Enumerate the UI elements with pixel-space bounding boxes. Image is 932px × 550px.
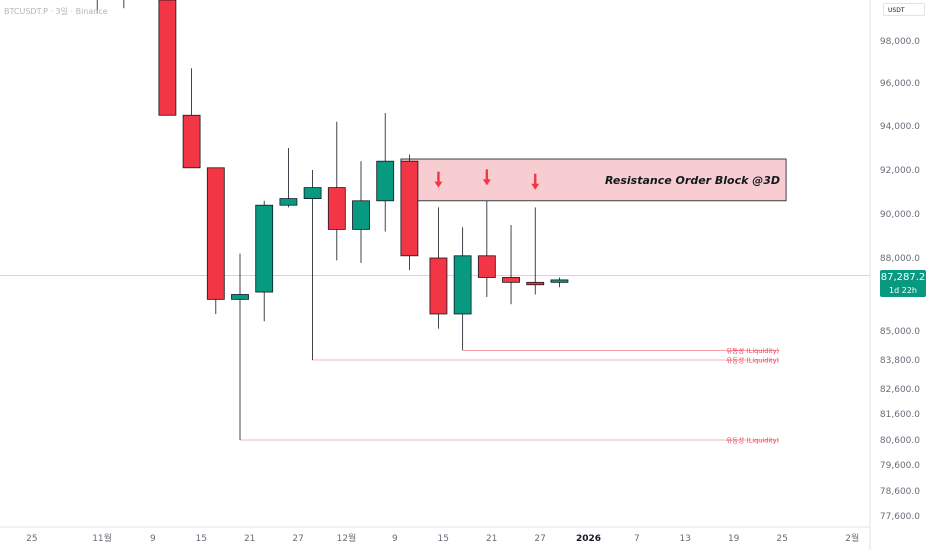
y-tick-label: 77,600.0 <box>880 512 920 522</box>
y-tick-label: 83,800.0 <box>880 356 920 366</box>
y-tick-label: 79,600.0 <box>880 461 920 471</box>
resistance-zone-layer: Resistance Order Block @3D <box>400 158 787 202</box>
symbol-legend[interactable]: BTCUSDT.P · 3일 · Binance <box>4 7 108 16</box>
currency-selector[interactable]: USDT <box>883 3 925 16</box>
liquidity-lines-layer: 유동성 (Liquidity)유동성 (Liquidity)유동성 (Liqui… <box>240 346 780 445</box>
y-axis-ticks[interactable]: 98,000.0 96,000.0 94,000.0 92,000.0 90,000.0… <box>880 37 920 522</box>
y-tick-label: 92,000.0 <box>880 166 920 176</box>
candle-up <box>352 200 370 230</box>
current-price-value: 87,287.2 <box>880 272 926 283</box>
candle-up <box>231 294 249 300</box>
y-tick-label: 90,000.0 <box>880 210 920 220</box>
arrows-layer <box>434 169 540 190</box>
down-arrow-icon <box>434 171 443 188</box>
y-tick-label: 81,600.0 <box>880 410 920 420</box>
x-tick-label: 9 <box>392 534 398 544</box>
candle-up <box>279 198 298 206</box>
x-tick-label: 9 <box>150 534 156 544</box>
candle-down <box>206 167 225 300</box>
candles-layer <box>96 0 569 440</box>
bar-countdown: 1d 22h <box>889 286 917 295</box>
candle-down <box>182 114 201 169</box>
x-tick-label: 7 <box>634 534 640 544</box>
liquidity-label: 유동성 (Liquidity) <box>726 436 779 445</box>
candle-down <box>400 160 419 257</box>
candle-down <box>526 281 545 286</box>
x-tick-label: 11월 <box>92 532 112 544</box>
candle-up <box>303 187 322 200</box>
candle-up <box>255 204 274 293</box>
candle-down <box>477 255 496 278</box>
x-tick-label: 15 <box>196 534 207 544</box>
y-tick-label: 94,000.0 <box>880 122 920 132</box>
y-tick-label: 88,000.0 <box>880 254 920 264</box>
x-tick-label: 2월 <box>845 532 859 544</box>
y-tick-label: 98,000.0 <box>880 37 920 47</box>
x-tick-label: 15 <box>438 534 449 544</box>
y-tick-label: 96,000.0 <box>880 79 920 89</box>
x-tick-label: 13 <box>680 534 691 544</box>
x-tick-label: 25 <box>776 534 787 544</box>
x-tick-label: 12월 <box>337 532 357 544</box>
x-tick-label: 27 <box>534 534 545 544</box>
y-tick-label: 85,000.0 <box>880 327 920 337</box>
x-tick-label: 19 <box>728 534 740 544</box>
candle-down <box>502 277 520 283</box>
x-tick-label: 2026 <box>576 534 601 544</box>
x-axis-ticks[interactable]: 25 11월 9 15 21 27 12월 9 15 21 27 2026 7 13 19 25 2월 <box>26 532 859 544</box>
candle-up <box>376 160 395 202</box>
y-tick-label: 78,600.0 <box>880 487 920 497</box>
candle-up <box>453 255 472 315</box>
x-tick-label: 27 <box>292 534 303 544</box>
candle-down <box>429 257 448 315</box>
candle-up <box>550 279 569 283</box>
y-tick-label: 80,600.0 <box>880 436 920 446</box>
liquidity-label: 유동성 (Liquidity) <box>726 346 779 355</box>
x-tick-label: 25 <box>26 534 37 544</box>
down-arrow-icon <box>482 169 491 186</box>
down-arrow-icon <box>531 173 540 190</box>
candle-down <box>327 187 346 230</box>
candle-down <box>158 0 177 116</box>
resistance-zone-label: Resistance Order Block @3D <box>605 174 780 187</box>
x-tick-label: 21 <box>244 534 255 544</box>
liquidity-label: 유동성 (Liquidity) <box>726 356 779 365</box>
y-tick-label: 82,600.0 <box>880 385 920 395</box>
current-price-tag: 87,287.2 1d 22h <box>880 270 926 297</box>
x-tick-label: 21 <box>486 534 497 544</box>
